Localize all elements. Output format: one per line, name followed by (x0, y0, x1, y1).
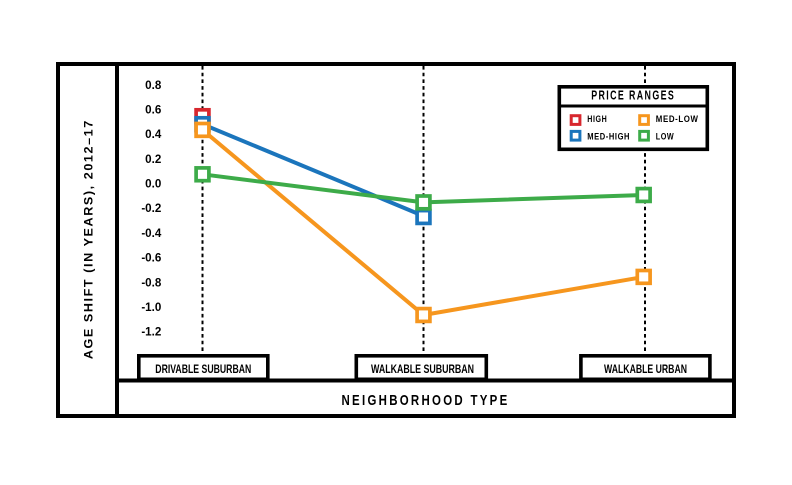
svg-text:MED-HIGH: MED-HIGH (587, 131, 630, 141)
svg-text:LOW: LOW (656, 131, 675, 141)
svg-text:PRICE RANGES: PRICE RANGES (591, 88, 675, 103)
svg-text:0.2: 0.2 (145, 153, 161, 166)
svg-text:WALKABLE URBAN: WALKABLE URBAN (604, 362, 687, 376)
svg-text:NEIGHBORHOOD TYPE: NEIGHBORHOOD TYPE (342, 392, 510, 409)
svg-text:-0.2: -0.2 (141, 202, 161, 215)
svg-text:-1.0: -1.0 (141, 301, 161, 314)
svg-text:0.6: 0.6 (145, 104, 162, 117)
svg-text:-0.8: -0.8 (141, 276, 162, 289)
svg-text:AGE SHIFT (IN YEARS), 2012–17: AGE SHIFT (IN YEARS), 2012–17 (81, 119, 95, 359)
svg-text:-0.6: -0.6 (141, 252, 162, 265)
svg-text:0.0: 0.0 (145, 178, 161, 191)
svg-text:0.8: 0.8 (145, 79, 162, 92)
svg-text:MED-LOW: MED-LOW (656, 114, 699, 124)
svg-text:WALKABLE SUBURBAN: WALKABLE SUBURBAN (371, 362, 474, 376)
svg-text:-1.2: -1.2 (141, 326, 161, 339)
svg-text:-0.4: -0.4 (141, 227, 162, 240)
svg-text:0.4: 0.4 (145, 128, 162, 141)
svg-text:DRIVABLE SUBURBAN: DRIVABLE SUBURBAN (155, 362, 251, 376)
svg-text:HIGH: HIGH (587, 114, 607, 124)
